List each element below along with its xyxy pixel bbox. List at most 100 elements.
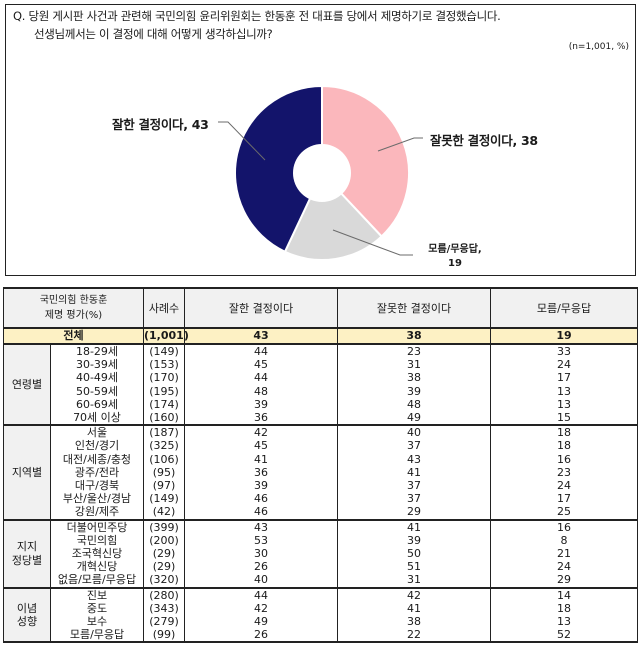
- row-unknown: 13: [490, 384, 638, 398]
- table-row: 보수 (279) 49 38 13: [4, 615, 638, 629]
- row-sample-size: (170): [143, 371, 185, 385]
- row-unknown: 29: [490, 573, 638, 589]
- row-label: 더불어민주당: [50, 519, 144, 534]
- row-unknown: 24: [490, 358, 638, 372]
- header-unknown: 모름/무응답: [490, 287, 638, 329]
- row-good: 26: [184, 560, 338, 574]
- row-label: 대전/세종/충청: [50, 452, 144, 466]
- row-sample-size: (29): [143, 547, 185, 561]
- row-label: 서울: [50, 425, 144, 440]
- row-sample-size: (279): [143, 615, 185, 629]
- header-good: 잘한 결정이다: [184, 287, 338, 329]
- row-good: 42: [184, 601, 338, 616]
- table-row: 국민의힘 (200) 53 39 8: [4, 533, 638, 548]
- donut-slices: [234, 84, 410, 261]
- row-label: 40-49세: [50, 371, 144, 385]
- row-unknown: 23: [490, 465, 638, 480]
- row-bad: 42: [337, 587, 491, 602]
- header-bad: 잘못한 결정이다: [337, 287, 491, 329]
- row-sample-size: (97): [143, 479, 185, 493]
- row-good: 43: [184, 519, 338, 534]
- row-sample-size: (187): [143, 425, 185, 440]
- row-bad: 38: [337, 371, 491, 385]
- row-unknown: 16: [490, 452, 638, 466]
- row-bad: 39: [337, 384, 491, 398]
- row-unknown: 18: [490, 425, 638, 440]
- table-row: 연령별 18-29세 (149) 44 23 33: [3, 344, 638, 427]
- slice-unknown: [283, 171, 383, 261]
- table-row: 40-49세 (170) 44 38 17: [4, 371, 638, 385]
- row-label: 조국혁신당: [50, 547, 144, 561]
- row-unknown: 52: [490, 628, 638, 644]
- row-bad: 49: [337, 411, 491, 427]
- table-row: 개혁신당 (29) 26 51 24: [4, 560, 638, 574]
- row-label: 18-29세: [50, 344, 144, 359]
- row-bad: 37: [337, 492, 491, 506]
- row-label: 70세 이상: [50, 411, 144, 427]
- table-row: 강원/제주 (42) 46 29 25: [4, 505, 638, 521]
- row-sample-size: (106): [143, 452, 185, 466]
- row-label: 모름/무응답: [50, 628, 144, 644]
- label-unknown-name: 모름/무응답,: [428, 244, 482, 255]
- row-good: 36: [184, 465, 338, 480]
- row-bad: 31: [337, 573, 491, 589]
- table-row: 60-69세 (174) 39 48 13: [4, 397, 638, 412]
- row-good: 41: [184, 452, 338, 466]
- header-group-title: 국민의힘 한동훈 제명 평가(%): [3, 287, 144, 329]
- row-label: 중도: [50, 601, 144, 616]
- row-unknown: 17: [490, 371, 638, 385]
- question-line-1: Q. 당원 게시판 사건과 관련해 국민의힘 윤리위원회는 한동훈 전 대표를 …: [13, 9, 501, 23]
- row-sample-size: (149): [143, 344, 185, 359]
- row-unknown: 24: [490, 479, 638, 493]
- label-good-decision: 잘한 결정이다, 43: [112, 117, 209, 132]
- table-row: 50-59세 (195) 48 39 13: [4, 384, 638, 398]
- row-unknown: 13: [490, 615, 638, 629]
- row-bad: 41: [337, 601, 491, 616]
- label-unknown: 모름/무응답, 19: [425, 243, 485, 271]
- table-row: 대구/경북 (97) 39 37 24: [4, 479, 638, 493]
- leader-line-bad: [377, 137, 423, 152]
- row-label: 개혁신당: [50, 560, 144, 574]
- row-sample-size: (343): [143, 601, 185, 616]
- row-unknown: 18: [490, 439, 638, 453]
- row-sample-size: (174): [143, 397, 185, 412]
- row-bad: 39: [337, 533, 491, 548]
- row-bad: 40: [337, 425, 491, 440]
- row-label: 60-69세: [50, 397, 144, 412]
- row-label: 광주/전라: [50, 465, 144, 480]
- row-bad: 41: [337, 465, 491, 480]
- row-unknown: 14: [490, 587, 638, 602]
- table-row: 인천/경기 (325) 45 37 18: [4, 439, 638, 453]
- row-label: 인천/경기: [50, 439, 144, 453]
- row-bad: 37: [337, 479, 491, 493]
- row-sample-size: (280): [143, 587, 185, 602]
- row-bad: 29: [337, 505, 491, 521]
- total-label: 전체: [3, 328, 144, 345]
- row-bad: 51: [337, 560, 491, 574]
- slice-bad: [321, 84, 410, 238]
- row-bad: 22: [337, 628, 491, 644]
- group-label-line1: 지역별: [11, 465, 43, 479]
- group-label: 지지 정당별: [3, 519, 51, 589]
- row-bad: 43: [337, 452, 491, 466]
- group-label-line1: 이념: [16, 601, 38, 615]
- table-header-row: 국민의힘 한동훈 제명 평가(%) 사례수 잘한 결정이다 잘못한 결정이다 모…: [3, 287, 638, 329]
- group-label-line2: 정당별: [11, 553, 43, 567]
- donut-hole: [293, 144, 351, 202]
- question-line-2: 선생님께서는 이 결정에 대해 어떻게 생각하십니까?: [34, 27, 273, 41]
- group-label: 이념 성향: [3, 587, 51, 644]
- table-row: 이념 성향 진보 (280) 44 42 14: [3, 587, 638, 644]
- row-sample-size: (325): [143, 439, 185, 453]
- table-row: 없음/모름/무응답 (320) 40 31 29: [4, 573, 638, 589]
- table-row: 지역별 서울 (187) 42 40 18: [3, 425, 638, 521]
- group-label: 연령별: [3, 344, 51, 427]
- row-sample-size: (99): [143, 628, 185, 644]
- row-label: 없음/모름/무응답: [50, 573, 144, 589]
- total-bad: 38: [337, 328, 491, 345]
- row-label: 50-59세: [50, 384, 144, 398]
- row-good: 46: [184, 492, 338, 506]
- header-group-title-line1: 국민의힘 한동훈: [39, 295, 108, 306]
- label-bad-decision: 잘못한 결정이다, 38: [430, 133, 538, 148]
- group-label: 지역별: [3, 425, 51, 521]
- row-good: 44: [184, 371, 338, 385]
